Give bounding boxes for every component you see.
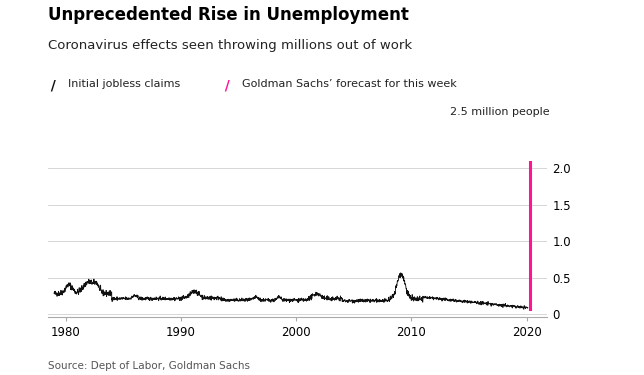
Text: 2.5 million people: 2.5 million people	[450, 107, 549, 117]
Text: Goldman Sachs’ forecast for this week: Goldman Sachs’ forecast for this week	[242, 79, 456, 89]
Text: Unprecedented Rise in Unemployment: Unprecedented Rise in Unemployment	[48, 6, 409, 24]
Text: /: /	[222, 79, 230, 93]
Text: Coronavirus effects seen throwing millions out of work: Coronavirus effects seen throwing millio…	[48, 39, 412, 53]
Text: Initial jobless claims: Initial jobless claims	[68, 79, 180, 89]
Text: Source: Dept of Labor, Goldman Sachs: Source: Dept of Labor, Goldman Sachs	[48, 361, 251, 371]
Text: /: /	[48, 79, 56, 93]
